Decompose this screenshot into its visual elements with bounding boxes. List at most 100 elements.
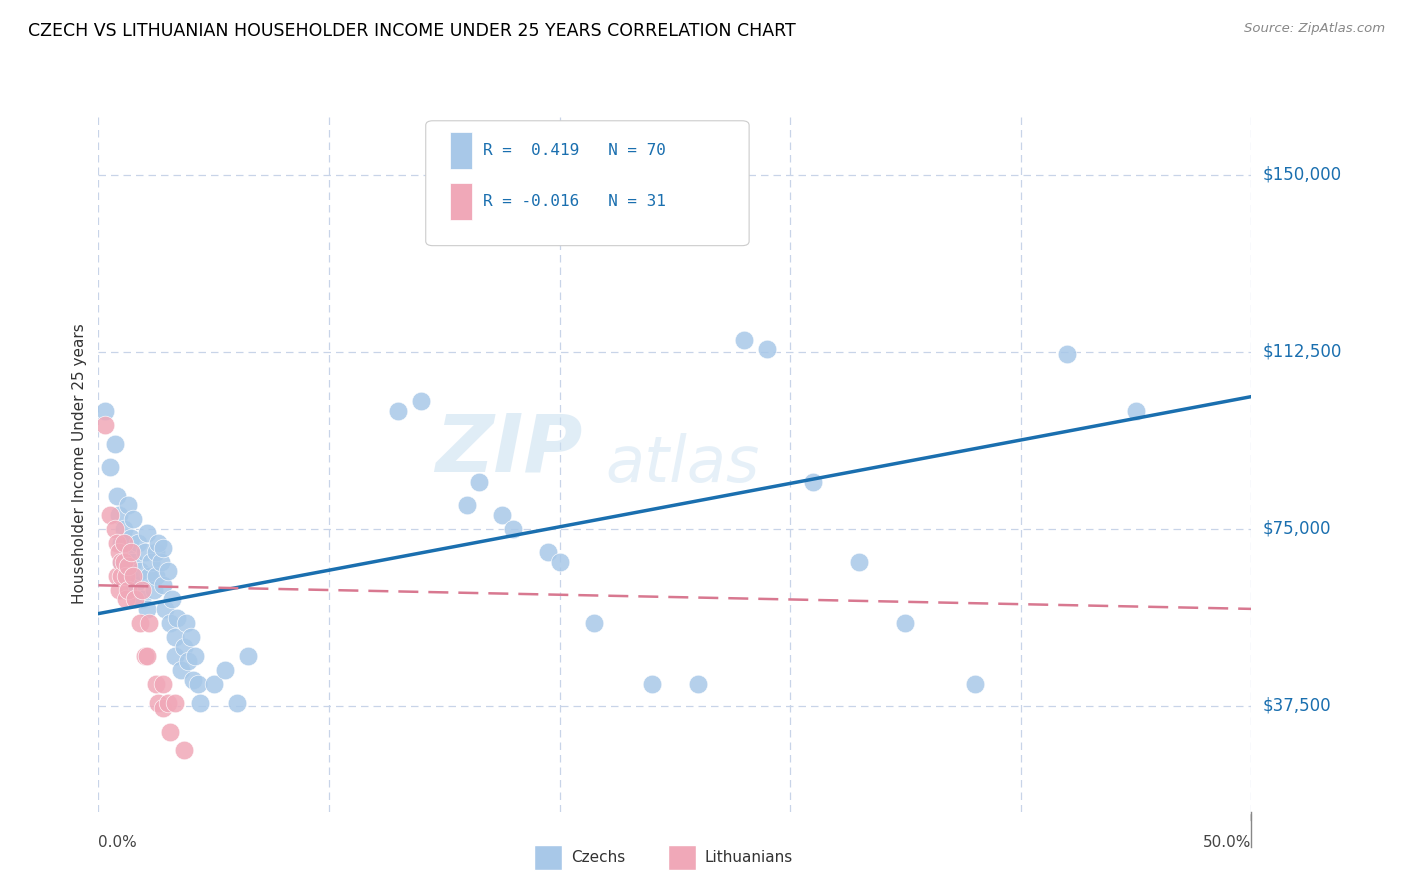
Point [131, 592, 153, 607]
Point [583, 615, 606, 630]
Point [135, 526, 157, 541]
Point [1125, 404, 1147, 418]
Point [103, 522, 125, 536]
Point [456, 498, 478, 512]
Text: $112,500: $112,500 [1263, 343, 1341, 360]
Point [120, 545, 142, 559]
Text: $75,000: $75,000 [1263, 520, 1331, 538]
Point [1056, 347, 1078, 361]
Point [163, 630, 186, 644]
Point [155, 602, 177, 616]
Point [166, 611, 188, 625]
Point [225, 696, 247, 710]
Point [135, 648, 157, 663]
Point [145, 545, 167, 559]
Point [152, 701, 174, 715]
Text: ZIP: ZIP [436, 411, 582, 489]
Point [686, 677, 709, 691]
Point [135, 602, 157, 616]
Point [173, 640, 195, 654]
Point [181, 673, 204, 687]
Point [152, 578, 174, 592]
Point [117, 559, 139, 574]
Point [411, 394, 433, 409]
Point [174, 615, 197, 630]
Point [108, 508, 131, 522]
Point [491, 508, 513, 522]
Point [98, 508, 121, 522]
Point [131, 582, 153, 597]
Point [152, 677, 174, 691]
Text: Czechs: Czechs [571, 850, 626, 864]
Point [134, 545, 156, 559]
Point [105, 536, 128, 550]
Point [148, 536, 170, 550]
Point [894, 615, 917, 630]
Point [184, 648, 207, 663]
Point [122, 569, 145, 583]
Text: Source: ZipAtlas.com: Source: ZipAtlas.com [1244, 22, 1385, 36]
Point [105, 489, 128, 503]
Text: CZECH VS LITHUANIAN HOUSEHOLDER INCOME UNDER 25 YEARS CORRELATION CHART: CZECH VS LITHUANIAN HOUSEHOLDER INCOME U… [28, 22, 796, 40]
Point [142, 582, 165, 597]
Point [548, 555, 571, 569]
Point [108, 582, 131, 597]
Point [103, 437, 125, 451]
Text: R = -0.016   N = 31: R = -0.016 N = 31 [484, 194, 666, 209]
Point [108, 545, 131, 559]
Point [238, 648, 260, 663]
Point [138, 569, 160, 583]
Point [110, 555, 132, 569]
Point [502, 522, 524, 536]
Point [963, 677, 986, 691]
Point [115, 545, 138, 559]
Point [149, 555, 172, 569]
Point [94, 417, 117, 432]
Point [127, 536, 149, 550]
Point [160, 592, 183, 607]
Point [117, 569, 139, 583]
Point [124, 592, 146, 607]
Point [145, 677, 167, 691]
Point [94, 404, 117, 418]
Point [180, 630, 202, 644]
Point [110, 569, 132, 583]
Text: 50.0%: 50.0% [1204, 835, 1251, 850]
Point [120, 531, 142, 545]
Text: atlas: atlas [606, 433, 761, 495]
Text: R =  0.419   N = 70: R = 0.419 N = 70 [484, 143, 666, 158]
Point [188, 696, 211, 710]
Point [468, 475, 491, 489]
Point [537, 545, 560, 559]
Point [115, 592, 138, 607]
Text: $37,500: $37,500 [1263, 697, 1331, 714]
Point [98, 460, 121, 475]
Point [163, 696, 186, 710]
Text: 0.0%: 0.0% [98, 835, 138, 850]
Point [756, 343, 779, 357]
Point [163, 648, 186, 663]
Point [122, 555, 145, 569]
Point [112, 555, 135, 569]
Point [170, 663, 193, 677]
Point [110, 555, 132, 569]
Point [848, 555, 870, 569]
Point [124, 578, 146, 592]
Point [641, 677, 664, 691]
Point [801, 475, 824, 489]
Point [148, 696, 170, 710]
Y-axis label: Householder Income Under 25 years: Householder Income Under 25 years [72, 324, 87, 604]
Point [117, 498, 139, 512]
Point [187, 677, 209, 691]
Point [173, 743, 195, 757]
Text: Lithuanians: Lithuanians [704, 850, 793, 864]
Point [387, 404, 409, 418]
Point [214, 663, 236, 677]
Point [141, 555, 163, 569]
Point [117, 582, 139, 597]
Point [122, 512, 145, 526]
Point [105, 569, 128, 583]
Point [177, 654, 200, 668]
Point [145, 569, 167, 583]
Point [156, 696, 179, 710]
